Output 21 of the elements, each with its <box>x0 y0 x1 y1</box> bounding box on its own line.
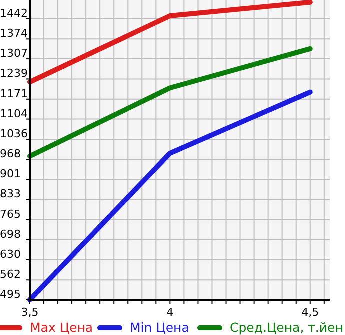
x-tick-label: 3,5 <box>21 306 39 319</box>
legend-label: Max Цена <box>30 320 94 335</box>
legend-label: Сред.Цена, т.йен <box>230 320 344 335</box>
y-tick-label: 495 <box>0 288 21 301</box>
y-tick-label: 1239 <box>0 67 28 80</box>
y-tick-label: 698 <box>0 228 21 241</box>
y-tick-label: 1104 <box>0 107 28 120</box>
y-tick-label: 901 <box>0 168 21 181</box>
x-tick-label: 4,5 <box>302 306 320 319</box>
y-tick-label: 1307 <box>0 47 28 60</box>
y-tick-label: 833 <box>0 188 21 201</box>
y-tick-label: 562 <box>0 268 21 282</box>
y-tick-label: 765 <box>0 208 21 221</box>
y-tick-label: 1036 <box>0 127 28 140</box>
y-tick-label: 1171 <box>0 87 28 100</box>
y-tick-label: 630 <box>0 248 21 261</box>
legend-label: Min Цена <box>130 320 190 335</box>
x-tick-label: 4 <box>166 306 174 319</box>
y-tick-label: 968 <box>0 148 21 161</box>
y-tick-label: 1374 <box>0 27 28 40</box>
y-tick-label: 1442 <box>0 6 28 20</box>
